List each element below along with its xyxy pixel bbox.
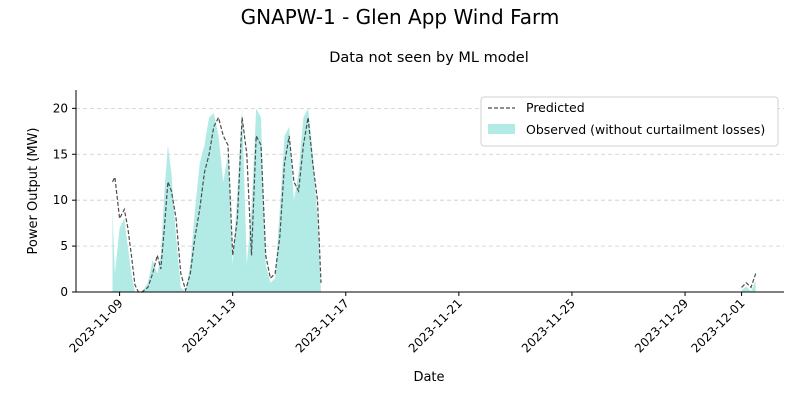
y-tick-label: 20 [53, 101, 68, 115]
x-tick-label: 2023-11-09 [66, 296, 125, 355]
observed-area-layer [112, 108, 756, 293]
chart-subtitle: Data not seen by ML model [329, 50, 529, 66]
y-tick-label: 10 [53, 193, 68, 207]
x-ticks: 2023-11-09 2023-11-13 2023-11-17 2023-11-21… [66, 292, 748, 355]
legend-observed-swatch [488, 124, 515, 134]
x-tick-label: 2023-12-01 [688, 296, 747, 355]
x-tick-label: 2023-11-29 [632, 296, 691, 355]
chart-title: GNAPW-1 - Glen App Wind Farm [241, 5, 560, 29]
y-axis-label: Power Output (MW) [26, 128, 41, 255]
x-tick-label: 2023-11-17 [293, 296, 352, 355]
x-tick-label: 2023-11-25 [519, 296, 578, 355]
y-ticks: 0 5 10 15 20 [53, 101, 76, 299]
observed-area [112, 108, 321, 293]
legend-box [480, 96, 779, 147]
legend-predicted-label: Predicted [526, 100, 585, 115]
x-tick-label: 2023-11-21 [406, 296, 465, 355]
legend: Predicted Observed (without curtailment … [480, 96, 779, 147]
legend-observed-label: Observed (without curtailment losses) [526, 122, 765, 137]
x-tick-label: 2023-11-13 [180, 296, 239, 355]
observed-area [741, 281, 756, 292]
y-tick-label: 15 [53, 147, 68, 161]
predicted-line [741, 273, 757, 289]
y-tick-label: 5 [60, 239, 68, 253]
x-axis-label: Date [413, 370, 444, 385]
y-tick-label: 0 [60, 285, 68, 299]
